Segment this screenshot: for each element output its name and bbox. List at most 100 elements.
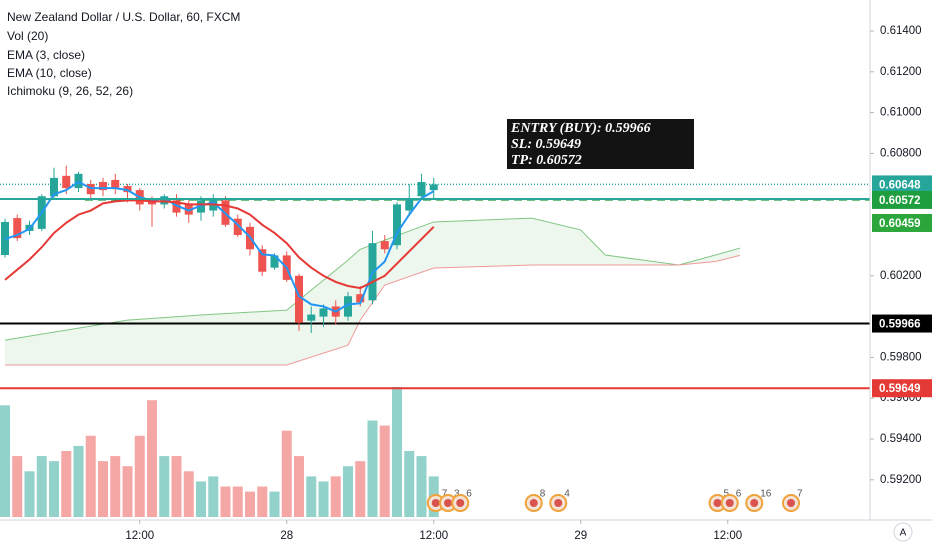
price-label: 0.60459 <box>879 218 921 230</box>
price-label-box <box>872 213 932 232</box>
volume-bar <box>98 461 108 517</box>
volume-bar <box>232 486 243 517</box>
annotation-line: TP: 0.60572 <box>511 153 582 168</box>
candle-body <box>258 249 267 272</box>
volume-bar <box>196 481 206 517</box>
y-tick-label: 0.59400 <box>880 433 922 445</box>
event-flag <box>431 499 440 507</box>
volume-bar <box>220 486 231 517</box>
event-count: 7 <box>442 489 448 500</box>
price-label-box <box>872 175 932 194</box>
price-label: 0.59966 <box>879 319 921 331</box>
event-flag <box>725 499 734 507</box>
candle-body <box>417 181 426 197</box>
volume-bar <box>318 481 329 517</box>
volume-bar <box>36 456 47 517</box>
volume-bar <box>110 456 121 517</box>
y-tick-label: 0.60800 <box>880 147 922 159</box>
candle-body <box>319 308 328 317</box>
price-label-box <box>872 314 932 333</box>
y-tick-label: 0.60200 <box>880 270 922 282</box>
volume-bar <box>269 491 280 517</box>
event-count: 4 <box>564 489 570 500</box>
axes: 0.61400 0.61200 0.61000 0.60800 0.60200 0.598… <box>125 25 932 542</box>
candle-body <box>270 255 279 268</box>
annotation-line: ENTRY (BUY): 0.59966 <box>510 121 651 136</box>
volume-bar <box>134 435 145 517</box>
price-label: 0.60648 <box>879 179 921 191</box>
y-tick-label: 0.59200 <box>880 474 922 486</box>
volume-bar <box>208 476 219 517</box>
volume-bar <box>85 435 96 517</box>
volume-bar <box>330 476 341 517</box>
event-count: 16 <box>760 489 772 500</box>
volume-bar <box>294 456 304 517</box>
annotation: ENTRY (BUY): 0.59966 SL: 0.59649 TP: 0.6… <box>507 119 694 169</box>
price-label: 0.60572 <box>879 195 921 207</box>
legend: New Zealand Dollar / U.S. Dollar, 60, FX… <box>7 10 240 98</box>
event-flag <box>456 499 465 507</box>
event-flag <box>713 499 722 507</box>
volume-bar <box>404 450 415 517</box>
annotation-line: SL: 0.59649 <box>511 137 581 152</box>
candle-body <box>123 186 132 193</box>
volume-bar <box>73 445 84 517</box>
event-count: 5 <box>724 489 730 500</box>
volume-bar <box>159 456 170 517</box>
candle-body <box>233 218 242 236</box>
ichimoku-span-b <box>5 254 741 366</box>
plot-area: 7 3 6 8 4 5 6 16 7 <box>0 165 870 517</box>
legend-entry: EMA (3, close) <box>7 48 85 62</box>
candle-body <box>160 196 169 205</box>
auto-scale-button[interactable]: A <box>893 522 913 542</box>
event-count: 6 <box>466 489 472 500</box>
ichimoku-span-a <box>4 217 741 341</box>
volume-bar <box>245 491 255 517</box>
event-flag <box>787 499 795 507</box>
candle-body <box>62 175 71 189</box>
volume-bar <box>416 456 427 517</box>
event-flag <box>529 499 538 507</box>
legend-entry: EMA (10, close) <box>7 66 92 80</box>
y-tick-label: 0.59800 <box>880 351 922 363</box>
volume-bar <box>281 430 292 517</box>
candle-body <box>50 177 58 197</box>
volume-bar <box>392 387 402 517</box>
volume-bar <box>122 466 133 517</box>
symbol-title: New Zealand Dollar / U.S. Dollar, 60, FX… <box>7 10 240 24</box>
auto-scale-circle[interactable] <box>893 522 913 542</box>
candle-body <box>393 204 401 246</box>
y-tick-label: 0.61400 <box>880 25 922 37</box>
volume-bar <box>183 471 194 517</box>
event-count: 6 <box>736 489 742 500</box>
x-tick-label: 12:00 <box>419 530 448 542</box>
x-tick-label: 12:00 <box>125 530 154 542</box>
auto-scale-icon[interactable]: A <box>900 528 907 539</box>
event-flag <box>444 499 452 507</box>
candle-body <box>111 179 120 189</box>
event-flag <box>750 499 759 507</box>
volume-bar <box>367 420 378 517</box>
volume-bar <box>343 466 353 517</box>
candle-body <box>344 296 352 317</box>
legend-entry: Ichimoku (9, 26, 52, 26) <box>7 84 133 98</box>
volume-bar <box>257 486 268 517</box>
price-label: 0.59649 <box>879 383 921 395</box>
annotation-box <box>507 119 694 169</box>
volume-bar <box>355 461 366 517</box>
y-tick-label: 0.61000 <box>880 107 922 119</box>
volume-bar <box>49 461 59 517</box>
x-tick-label: 29 <box>574 530 587 542</box>
price-label-box <box>872 379 932 398</box>
event-count: 7 <box>797 489 803 500</box>
candle-body <box>429 184 438 191</box>
ema-line <box>4 180 435 313</box>
event-flag <box>554 499 563 507</box>
y-tick-label: 0.61200 <box>880 66 922 78</box>
candle-body <box>307 314 316 321</box>
candle-body <box>99 181 107 191</box>
x-tick-label: 12:00 <box>713 530 742 542</box>
volume-bar <box>306 476 317 517</box>
